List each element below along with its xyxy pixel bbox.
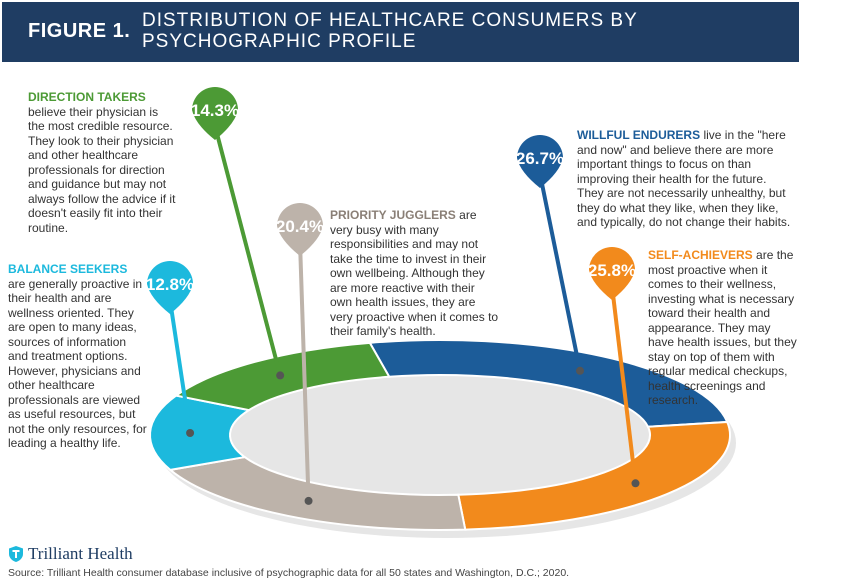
desc-self-achievers-name: SELF-ACHIEVERS bbox=[648, 248, 753, 262]
pin-head-willful-endurers bbox=[517, 135, 563, 188]
desc-priority-jugglers-name: PRIORITY JUGGLERS bbox=[330, 208, 456, 222]
data-label-balance-seekers: 12.8% bbox=[146, 275, 194, 294]
pin-dot-balance-seekers bbox=[186, 428, 195, 437]
pin-head-balance-seekers bbox=[147, 261, 193, 314]
data-label-direction-takers: 14.3% bbox=[191, 101, 239, 120]
pin-dot-priority-jugglers bbox=[304, 496, 313, 505]
pin-line-direction-takers bbox=[213, 125, 283, 376]
desc-self-achievers: SELF-ACHIEVERS are the most proactive wh… bbox=[648, 248, 798, 408]
desc-direction-takers: DIRECTION TAKERS believe their physician… bbox=[28, 90, 178, 235]
pin-head-priority-jugglers bbox=[277, 203, 323, 256]
shield-logo-icon bbox=[9, 546, 23, 562]
desc-direction-takers-name: DIRECTION TAKERS bbox=[28, 90, 146, 104]
data-label-priority-jugglers: 20.4% bbox=[276, 217, 324, 236]
pin-line-willful-endurers bbox=[538, 173, 582, 372]
slice-willful-endurers bbox=[368, 339, 729, 428]
desc-willful-endurers-name: WILLFUL ENDURERS bbox=[577, 128, 701, 142]
pin-dot-willful-endurers bbox=[576, 366, 585, 375]
pin-line-priority-jugglers bbox=[298, 241, 311, 501]
desc-direction-takers-text: believe their physician is the most cred… bbox=[28, 104, 176, 235]
desc-balance-seekers-name: BALANCE SEEKERS bbox=[8, 262, 128, 276]
trilliant-logo: Trilliant Health bbox=[8, 544, 133, 564]
pin-head-self-achievers bbox=[589, 247, 635, 300]
logo-text: Trilliant Health bbox=[28, 544, 133, 563]
desc-willful-endurers: WILLFUL ENDURERS live in the "here and n… bbox=[577, 128, 792, 230]
figure-label: FIGURE 1. bbox=[28, 20, 131, 42]
desc-willful-endurers-text: live in the "here and now" and believe t… bbox=[577, 128, 791, 229]
figure-title: DISTRIBUTION OF HEALTHCARE CONSUMERS BY … bbox=[142, 10, 638, 52]
desc-balance-seekers-text: are generally proactive in their health … bbox=[8, 276, 147, 451]
pin-head-direction-takers bbox=[192, 87, 238, 140]
desc-balance-seekers: BALANCE SEEKERS are generally proactive … bbox=[8, 262, 148, 451]
pin-line-self-achievers bbox=[610, 285, 638, 484]
header-banner: FIGURE 1. DISTRIBUTION OF HEALTHCARE CON… bbox=[2, 2, 799, 62]
data-label-willful-endurers: 26.7% bbox=[516, 149, 564, 168]
desc-priority-jugglers-text: are very busy with many responsibilities… bbox=[330, 208, 499, 338]
pin-dot-self-achievers bbox=[631, 479, 640, 488]
data-label-self-achievers: 25.8% bbox=[588, 261, 636, 280]
desc-self-achievers-text: are the most proactive when it comes to … bbox=[648, 248, 797, 407]
pin-line-balance-seekers bbox=[168, 299, 193, 434]
pin-dot-direction-takers bbox=[276, 371, 285, 380]
desc-priority-jugglers: PRIORITY JUGGLERS are very busy with man… bbox=[330, 208, 500, 339]
source-note: Source: Trilliant Health consumer databa… bbox=[8, 567, 570, 579]
